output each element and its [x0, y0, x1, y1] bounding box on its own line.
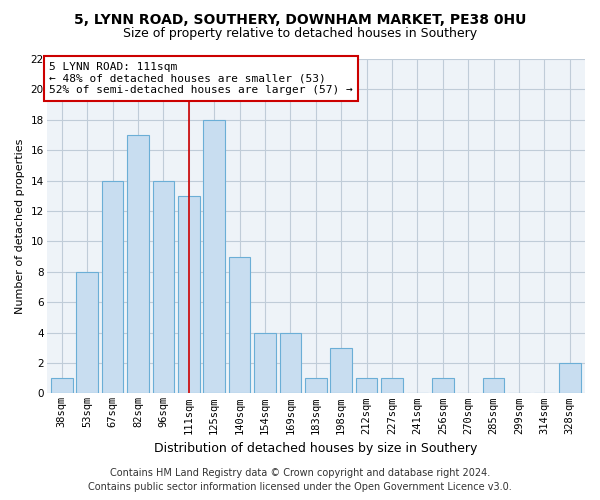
Text: 5, LYNN ROAD, SOUTHERY, DOWNHAM MARKET, PE38 0HU: 5, LYNN ROAD, SOUTHERY, DOWNHAM MARKET, … [74, 12, 526, 26]
Bar [305, 378, 326, 394]
Bar [152, 180, 174, 394]
Bar [203, 120, 225, 394]
Bar [76, 272, 98, 394]
Bar [178, 196, 200, 394]
Bar [254, 332, 276, 394]
X-axis label: Distribution of detached houses by size in Southery: Distribution of detached houses by size … [154, 442, 478, 455]
Bar [51, 378, 73, 394]
Bar [102, 180, 124, 394]
Bar [331, 348, 352, 394]
Bar [432, 378, 454, 394]
Text: Contains HM Land Registry data © Crown copyright and database right 2024.
Contai: Contains HM Land Registry data © Crown c… [88, 468, 512, 492]
Bar [381, 378, 403, 394]
Bar [127, 135, 149, 394]
Bar [356, 378, 377, 394]
Bar [280, 332, 301, 394]
Bar [559, 363, 581, 394]
Text: 5 LYNN ROAD: 111sqm
← 48% of detached houses are smaller (53)
52% of semi-detach: 5 LYNN ROAD: 111sqm ← 48% of detached ho… [49, 62, 353, 95]
Bar [483, 378, 505, 394]
Text: Size of property relative to detached houses in Southery: Size of property relative to detached ho… [123, 28, 477, 40]
Bar [229, 256, 250, 394]
Y-axis label: Number of detached properties: Number of detached properties [15, 138, 25, 314]
